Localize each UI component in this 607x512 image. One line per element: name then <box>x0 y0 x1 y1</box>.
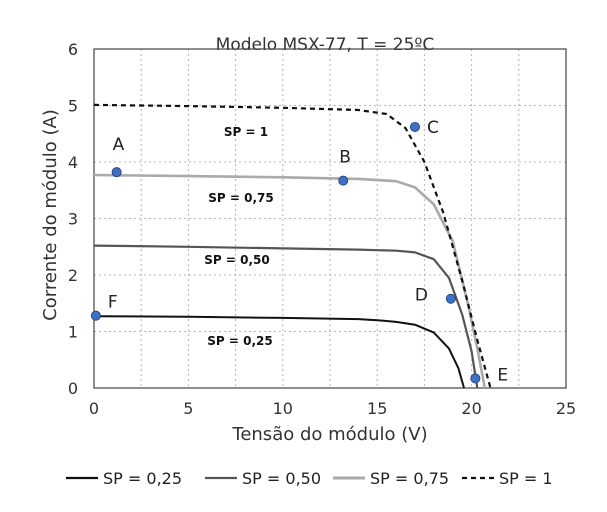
chart-title: Modelo MSX-77, T = 25ºC <box>216 35 435 55</box>
x-tick-label: 15 <box>367 399 387 418</box>
x-tick-label: 20 <box>461 399 481 418</box>
point-label-c: C <box>427 118 439 138</box>
plot-frame <box>93 48 567 389</box>
x-tick-label: 0 <box>89 399 99 418</box>
x-tick-label: 10 <box>273 399 293 418</box>
x-tick-label: 5 <box>183 399 193 418</box>
legend: SP = 0,25 SP = 0,50 SP = 0,75 SP = 1 <box>66 469 553 488</box>
point-f <box>90 310 101 321</box>
series-label-4: SP = 1 <box>224 125 268 139</box>
y-tick-label: 4 <box>68 153 78 172</box>
y-tick-label: 0 <box>68 379 78 398</box>
grid-lines <box>94 49 566 388</box>
y-tick-label: 6 <box>68 40 78 59</box>
legend-label-4: SP = 1 <box>499 469 553 488</box>
point-label-a: A <box>113 135 125 155</box>
series-labels: SP = 0,25 SP = 0,50 SP = 0,75 SP = 1 <box>204 125 273 348</box>
y-tick-label: 3 <box>68 210 78 229</box>
y-tick-label: 5 <box>68 97 78 116</box>
series-label-2: SP = 0,50 <box>204 253 269 267</box>
point-d <box>445 293 456 304</box>
point-label-f: F <box>108 293 118 313</box>
point-label-b: B <box>339 148 351 168</box>
x-axis-label: Tensão do módulo (V) <box>231 424 427 445</box>
series-label-3: SP = 0,75 <box>208 191 273 205</box>
series-line-4 <box>93 103 492 389</box>
x-tick-label: 25 <box>556 399 576 418</box>
point-c <box>409 121 420 132</box>
point-label-e: E <box>497 365 508 385</box>
series-line-2 <box>93 244 479 389</box>
point-e <box>470 373 481 384</box>
point-b <box>338 175 349 186</box>
legend-label-3: SP = 0,75 <box>370 469 449 488</box>
y-tick-label: 1 <box>68 323 78 342</box>
point-a <box>111 167 122 178</box>
point-label-d: D <box>415 286 428 306</box>
y-tick-label: 2 <box>68 266 78 285</box>
annotation-points: A B C D E F <box>90 118 508 385</box>
series-line-3 <box>93 173 487 389</box>
legend-label-2: SP = 0,50 <box>242 469 321 488</box>
series-label-1: SP = 0,25 <box>207 334 272 348</box>
series-line-1 <box>93 315 465 389</box>
legend-label-1: SP = 0,25 <box>103 469 182 488</box>
series-curves <box>93 103 492 389</box>
axes: 0 5 10 15 20 25 0 1 2 3 4 5 6 <box>68 40 576 418</box>
y-axis-label: Corrente do módulo (A) <box>40 109 61 321</box>
